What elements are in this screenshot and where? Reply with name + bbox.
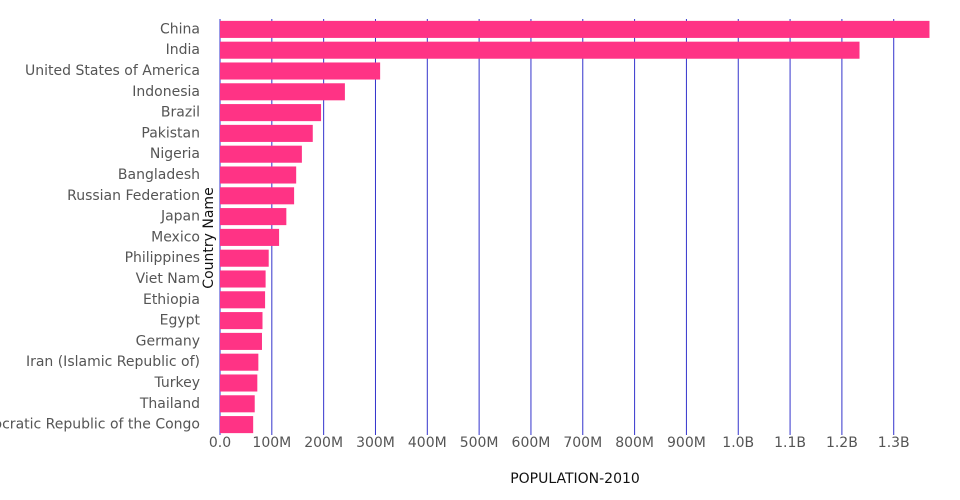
x-tick-label: 600M — [512, 435, 551, 451]
x-tick-label: 100M — [252, 435, 291, 451]
bar — [220, 374, 258, 392]
bar — [220, 332, 262, 350]
y-tick-label: Egypt — [160, 313, 201, 329]
x-tick-label: 1.2B — [826, 435, 858, 451]
bar — [220, 20, 930, 38]
y-tick-label: Brazil — [161, 105, 200, 121]
x-tick-label: 400M — [408, 435, 447, 451]
x-tick-label: 800M — [615, 435, 654, 451]
y-tick-label: Nigeria — [150, 146, 200, 162]
y-tick-label: Viet Nam — [136, 271, 200, 287]
y-tick-label: Thailand — [139, 396, 200, 412]
bar — [220, 249, 269, 267]
bar — [220, 208, 287, 226]
x-tick-label: 500M — [460, 435, 499, 451]
bar — [220, 312, 263, 330]
bar — [220, 291, 266, 309]
x-tick-label: 1.3B — [878, 435, 910, 451]
bar — [220, 83, 345, 101]
bar — [220, 166, 297, 184]
x-tick-label: 300M — [356, 435, 395, 451]
bar — [220, 416, 254, 434]
y-tick-label: Germany — [136, 333, 200, 349]
y-tick-label: Democratic Republic of the Congo — [0, 417, 200, 433]
x-tick-label: 0.0 — [209, 435, 231, 451]
x-axis-title: POPULATION-2010 — [510, 471, 640, 487]
y-tick-label: Pakistan — [141, 125, 200, 141]
bar — [220, 270, 266, 288]
bar — [220, 395, 255, 413]
bar — [220, 104, 322, 122]
y-tick-label: Bangladesh — [118, 167, 200, 183]
y-tick-label: Turkey — [153, 375, 200, 391]
y-tick-label: Iran (Islamic Republic of) — [26, 354, 200, 370]
x-tick-label: 1.0B — [722, 435, 754, 451]
y-tick-label: Indonesia — [132, 84, 200, 100]
x-tick-label: 900M — [667, 435, 706, 451]
bar — [220, 124, 313, 142]
bar — [220, 228, 280, 246]
y-tick-label: Ethiopia — [143, 292, 200, 308]
bar — [220, 187, 295, 205]
y-tick-label: Russian Federation — [67, 188, 200, 204]
y-tick-label: China — [160, 21, 200, 37]
y-tick-label: Mexico — [151, 229, 200, 245]
y-tick-label: India — [166, 42, 200, 58]
x-tick-label: 200M — [304, 435, 343, 451]
y-tick-label: Japan — [160, 209, 200, 225]
x-tick-label: 700M — [563, 435, 602, 451]
y-tick-label: United States of America — [25, 63, 200, 79]
bar — [220, 41, 860, 59]
bar — [220, 145, 302, 163]
bar — [220, 62, 381, 80]
y-tick-label: Philippines — [125, 250, 200, 266]
bar — [220, 353, 259, 371]
x-tick-label: 1.1B — [774, 435, 806, 451]
y-axis-title: Country Name — [201, 187, 217, 288]
